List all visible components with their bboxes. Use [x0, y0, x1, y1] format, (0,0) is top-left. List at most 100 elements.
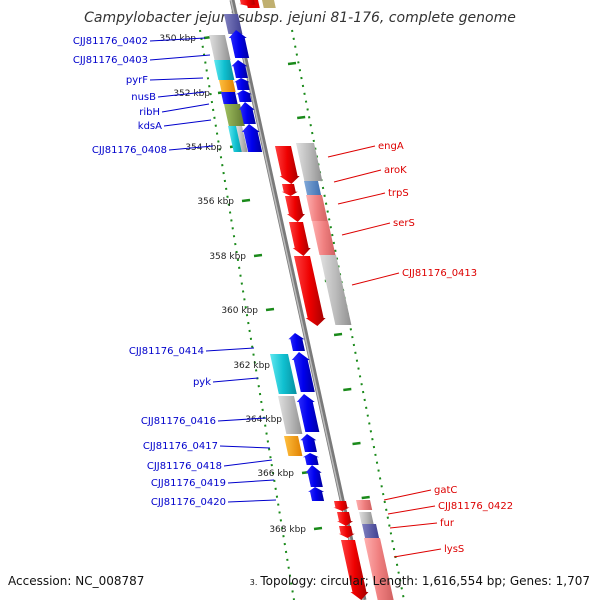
- reverse-gene-label[interactable]: fur: [440, 518, 455, 529]
- cog-block: [262, 0, 276, 8]
- cog-block: [270, 354, 297, 394]
- reverse-gene-arrow[interactable]: [275, 146, 300, 184]
- reverse-gene-arrow[interactable]: [294, 256, 326, 326]
- forward-gene-label[interactable]: CJJ81176_0417: [143, 441, 218, 452]
- forward-gene-label[interactable]: pyrF: [126, 75, 148, 86]
- tick-label: 352 kbp: [173, 89, 210, 99]
- backbone: [229, 0, 367, 600]
- reverse-gene-arrow[interactable]: [285, 196, 305, 222]
- leader-line: [333, 169, 382, 183]
- cog-block: [362, 524, 380, 538]
- forward-gene-label[interactable]: nusB: [131, 92, 156, 103]
- cog-block: [320, 255, 352, 325]
- reverse-gene-label[interactable]: serS: [393, 218, 415, 229]
- leader-line: [168, 145, 214, 151]
- leader-line: [161, 103, 210, 113]
- cog-block: [356, 500, 373, 510]
- cog-block: [304, 181, 322, 195]
- tick-label: 366 kbp: [257, 469, 294, 479]
- reverse-gene-arrow[interactable]: [238, 0, 257, 6]
- tick-label: 356 kbp: [197, 197, 234, 207]
- reverse-gene-arrow[interactable]: [281, 184, 298, 196]
- reverse-gene-arrow[interactable]: [341, 540, 369, 600]
- reverse-gene-label[interactable]: engA: [378, 141, 404, 152]
- accession-text: Accession: NC_008787: [8, 574, 145, 588]
- cog-block: [228, 126, 244, 152]
- forward-gene-label[interactable]: CJJ81176_0414: [129, 346, 204, 357]
- forward-gene-arrow[interactable]: [288, 333, 305, 351]
- tick-label: 362 kbp: [233, 361, 270, 371]
- tick-label: 368 kbp: [269, 525, 306, 535]
- topology-summary: 3. Topology: circular; Length: 1,616,554 …: [250, 574, 590, 588]
- forward-gene-arrow[interactable]: [308, 487, 325, 501]
- tick-mark: [241, 198, 251, 203]
- forward-gene-arrow[interactable]: [300, 434, 317, 452]
- gene-arrows[interactable]: [228, 0, 369, 600]
- tick-mark: [265, 307, 275, 312]
- reverse-gene-label[interactable]: CJJ81176_0413: [402, 268, 477, 279]
- cog-block: [224, 14, 243, 34]
- forward-gene-arrow[interactable]: [233, 78, 250, 90]
- leader-line: [149, 77, 204, 81]
- reverse-gene-label[interactable]: aroK: [384, 165, 407, 176]
- partial-label: 3.: [249, 578, 258, 587]
- left-ruler: [199, 29, 295, 600]
- reverse-gene-label[interactable]: CJJ81176_0422: [438, 501, 513, 512]
- reverse-gene-arrow[interactable]: [289, 222, 311, 256]
- right-tick-mark: [352, 441, 361, 446]
- forward-gene-label[interactable]: CJJ81176_0416: [141, 416, 216, 427]
- forward-gene-arrow[interactable]: [296, 394, 320, 432]
- reverse-gene-label[interactable]: trpS: [388, 188, 409, 199]
- right-tick-mark: [361, 495, 370, 500]
- forward-gene-arrow[interactable]: [231, 60, 248, 78]
- right-tick-mark: [333, 332, 343, 337]
- leader-line: [205, 347, 255, 352]
- leader-line: [149, 37, 206, 42]
- cog-block: [214, 60, 235, 80]
- leader-line: [387, 505, 436, 515]
- leader-line: [163, 119, 212, 127]
- forward-gene-label[interactable]: CJJ81176_0403: [73, 55, 148, 66]
- cog-block: [221, 92, 238, 104]
- forward-gene-label[interactable]: ribH: [139, 107, 160, 118]
- leader-line: [157, 91, 206, 98]
- backbone-line: [229, 0, 367, 600]
- forward-gene-arrow[interactable]: [241, 124, 263, 152]
- cog-block: [236, 126, 248, 152]
- forward-gene-label[interactable]: CJJ81176_0402: [73, 36, 148, 47]
- leader-line: [227, 499, 277, 503]
- forward-gene-arrow[interactable]: [228, 30, 250, 58]
- cog-block: [296, 143, 323, 181]
- cog-block: [364, 538, 394, 600]
- forward-gene-label[interactable]: kdsA: [138, 121, 162, 132]
- gene-labels: CJJ81176_0402 CJJ81176_0403 pyrF nusB ribH kd…: [73, 36, 513, 558]
- forward-gene-arrow[interactable]: [235, 90, 252, 102]
- reverse-gene-label[interactable]: gatC: [434, 485, 457, 496]
- forward-gene-arrow[interactable]: [305, 465, 323, 487]
- leader-line: [227, 479, 275, 484]
- forward-gene-arrow[interactable]: [302, 453, 319, 465]
- leader-line: [219, 445, 271, 449]
- leader-line: [389, 522, 438, 529]
- reverse-gene-arrow[interactable]: [338, 526, 355, 538]
- forward-gene-label[interactable]: CJJ81176_0418: [147, 461, 222, 472]
- forward-gene-arrow[interactable]: [238, 102, 256, 124]
- forward-gene-label[interactable]: CJJ81176_0420: [151, 497, 226, 508]
- forward-gene-label[interactable]: CJJ81176_0419: [151, 478, 226, 489]
- reverse-gene-arrow[interactable]: [337, 512, 354, 526]
- cog-block: [306, 195, 328, 221]
- leader-line: [327, 145, 376, 158]
- leader-line: [212, 377, 259, 383]
- forward-gene-arrow[interactable]: [291, 352, 315, 392]
- leader-line: [351, 272, 400, 286]
- tick-label: 360 kbp: [221, 306, 258, 316]
- reverse-gene-arrow[interactable]: [333, 501, 350, 511]
- cog-block: [278, 396, 303, 434]
- reverse-gene-label[interactable]: lysS: [444, 544, 464, 555]
- forward-gene-label[interactable]: CJJ81176_0408: [92, 145, 167, 156]
- cog-category-blocks: [209, 0, 394, 600]
- leader-line: [223, 459, 273, 467]
- forward-gene-label[interactable]: pyk: [193, 377, 211, 388]
- topology-text: Topology: circular; Length: 1,616,554 bp…: [260, 574, 590, 588]
